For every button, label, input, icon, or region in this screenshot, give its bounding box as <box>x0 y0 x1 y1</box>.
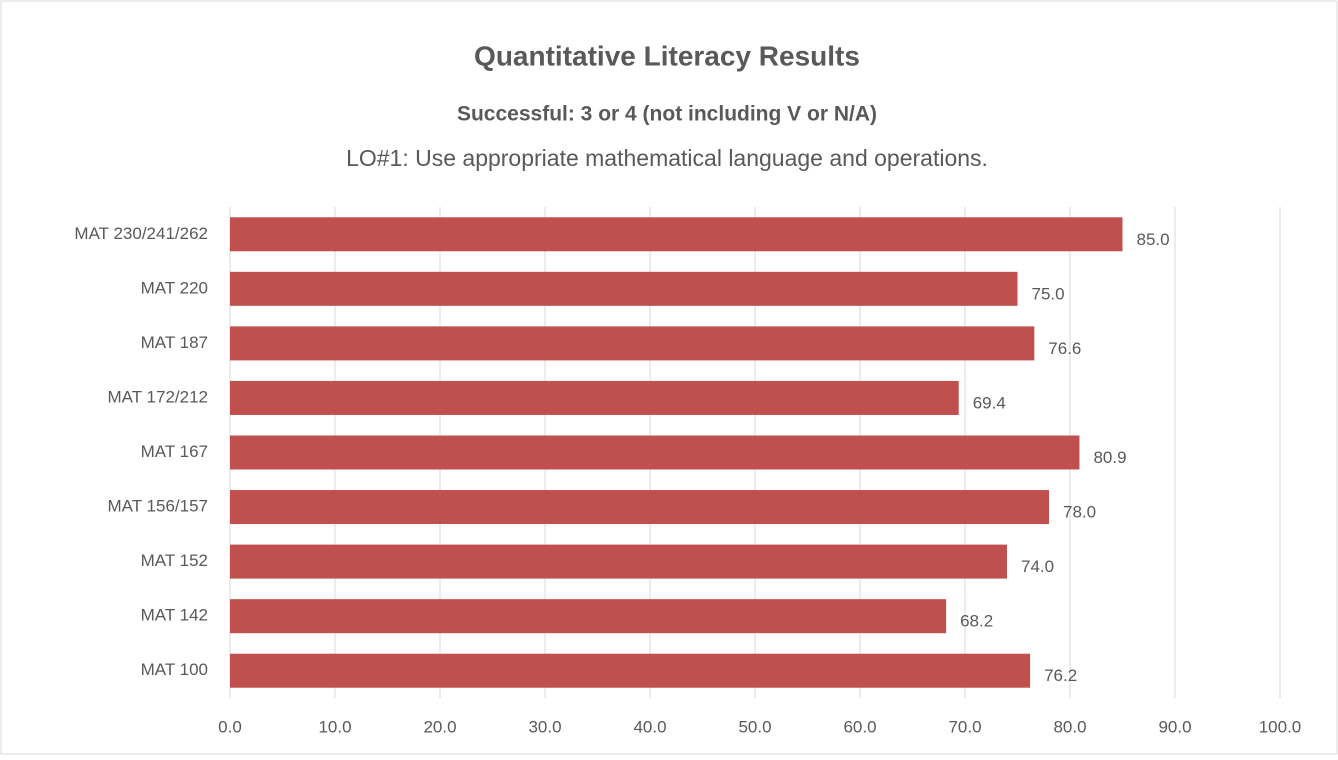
x-tick-label: 100.0 <box>1259 717 1302 736</box>
y-tick-label: MAT 167 <box>141 442 208 461</box>
data-label: 76.2 <box>1044 666 1077 685</box>
bar <box>230 490 1049 525</box>
data-label: 74.0 <box>1021 557 1054 576</box>
bar <box>230 326 1035 361</box>
data-label: 78.0 <box>1063 503 1096 522</box>
bar <box>230 544 1007 579</box>
chart-caption: LO#1: Use appropriate mathematical langu… <box>346 145 988 171</box>
y-tick-label: MAT 172/212 <box>108 387 209 406</box>
data-label: 76.6 <box>1048 339 1081 358</box>
x-tick-label: 50.0 <box>738 717 771 736</box>
x-tick-label: 10.0 <box>318 717 351 736</box>
bar <box>230 271 1018 306</box>
x-tick-label: 60.0 <box>843 717 876 736</box>
x-tick-label: 0.0 <box>218 717 242 736</box>
bar <box>230 435 1080 470</box>
x-tick-label: 40.0 <box>633 717 666 736</box>
y-tick-label: MAT 152 <box>141 551 208 570</box>
bar <box>230 217 1123 252</box>
bar <box>230 380 959 415</box>
chart-subtitle: Successful: 3 or 4 (not including V or N… <box>457 103 877 126</box>
data-label: 85.0 <box>1137 230 1170 249</box>
y-tick-label: MAT 187 <box>141 333 208 352</box>
y-tick-label: MAT 156/157 <box>108 497 209 516</box>
y-tick-label: MAT 230/241/262 <box>74 224 208 243</box>
data-label: 80.9 <box>1093 448 1126 467</box>
x-tick-label: 30.0 <box>528 717 561 736</box>
data-label: 75.0 <box>1032 284 1065 303</box>
x-tick-label: 90.0 <box>1158 717 1191 736</box>
x-tick-label: 80.0 <box>1053 717 1086 736</box>
x-tick-label: 70.0 <box>948 717 981 736</box>
y-tick-label: MAT 142 <box>141 606 208 625</box>
x-tick-label: 20.0 <box>423 717 456 736</box>
bar <box>230 599 947 634</box>
data-label: 69.4 <box>973 393 1006 412</box>
chart-title: Quantitative Literacy Results <box>474 40 860 71</box>
bar <box>230 653 1031 688</box>
data-label: 68.2 <box>960 612 993 631</box>
y-tick-label: MAT 220 <box>141 278 208 297</box>
y-tick-label: MAT 100 <box>141 660 208 679</box>
